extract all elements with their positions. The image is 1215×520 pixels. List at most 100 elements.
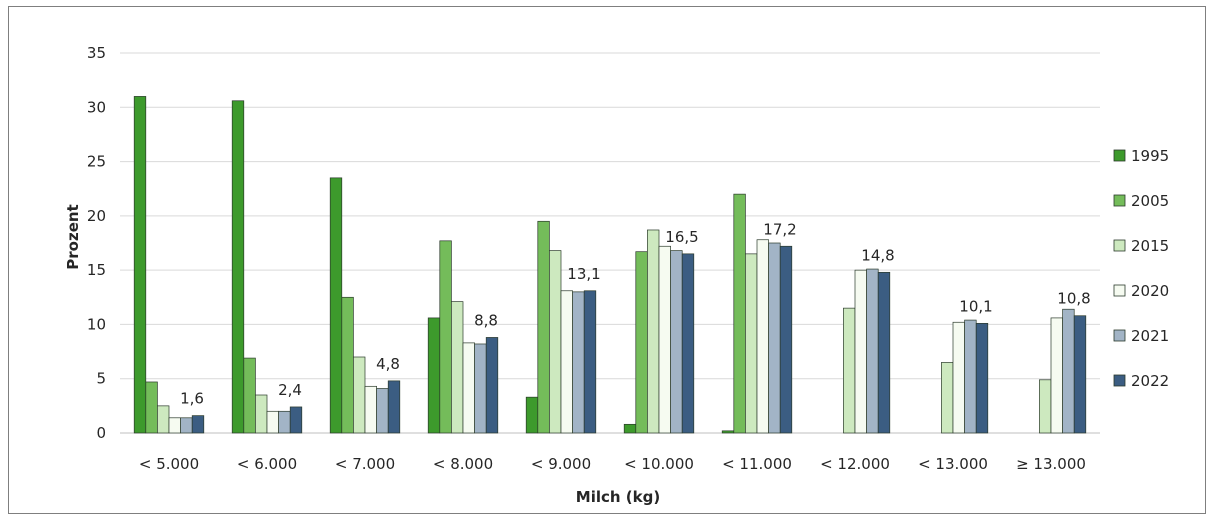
bar-1995-5: [623, 423, 637, 434]
bar-1995-2: [329, 177, 343, 434]
bar-2015-6: [745, 253, 758, 434]
data-label: 4,8: [376, 355, 400, 373]
y-axis-ticks: 0 5 10 15 20 25 30 35: [87, 44, 106, 442]
bar-2022-4: [583, 290, 597, 434]
x-tick-label: ≥ 13.000: [1016, 455, 1086, 473]
x-tick-label: < 13.000: [918, 455, 988, 473]
bar-1995-6: [721, 430, 735, 434]
bar-2022-8: [975, 322, 989, 434]
legend-label: 1995: [1131, 147, 1169, 165]
legend-swatch: [1113, 194, 1126, 207]
bar-2005-1: [243, 357, 256, 434]
x-tick-label: < 11.000: [722, 455, 792, 473]
legend-swatch: [1113, 329, 1126, 342]
bar-2021-0: [180, 417, 193, 434]
legend-label: 2015: [1131, 237, 1169, 255]
bar-2015-4: [549, 250, 562, 434]
y-tick-label: 20: [87, 207, 106, 225]
legend-label: 2020: [1131, 282, 1169, 300]
y-tick-label: 10: [87, 315, 106, 333]
bar-2021-8: [964, 319, 977, 434]
bar-2021-7: [866, 268, 879, 434]
bar-2021-4: [572, 291, 585, 434]
y-tick-label: 25: [87, 153, 106, 171]
bar-2005-4: [537, 220, 550, 434]
bar-2015-7: [843, 307, 856, 434]
data-label: 17,2: [763, 220, 796, 238]
x-tick-label: < 6.000: [237, 455, 297, 473]
bar-1995-3: [427, 317, 441, 434]
bar-2015-8: [941, 362, 954, 434]
bar-2021-5: [670, 250, 683, 434]
x-axis-ticks: < 5.000 < 6.000 < 7.000 < 8.000 < 9.000 < 10.…: [139, 455, 1086, 473]
bar-2020-8: [952, 321, 965, 434]
bar-2005-2: [341, 296, 354, 434]
x-tick-label: < 8.000: [433, 455, 493, 473]
legend-swatch: [1113, 239, 1126, 252]
data-labels: 1,6 2,4 4,8 8,8 13,1 16,5 17,2 14,8 10,1 10,8: [180, 220, 1091, 407]
bar-2021-9: [1062, 308, 1075, 434]
bar-2022-3: [485, 337, 499, 434]
x-axis-title: Milch (kg): [576, 488, 660, 506]
legend-label: 2021: [1131, 327, 1169, 345]
y-tick-label: 35: [87, 44, 106, 62]
chart-frame: [8, 6, 1206, 514]
bar-2005-6: [733, 193, 746, 434]
bar-2021-3: [474, 343, 487, 434]
legend-swatch: [1113, 149, 1126, 162]
data-label: 13,1: [567, 265, 600, 283]
data-label: 16,5: [665, 228, 698, 246]
bar-2015-1: [255, 394, 268, 434]
bar-2020-3: [462, 342, 475, 434]
bar-2020-5: [658, 245, 671, 434]
bar-2005-5: [635, 251, 648, 434]
bar-1995-1: [231, 100, 245, 434]
bar-2005-0: [145, 381, 158, 434]
bar-2020-4: [560, 290, 573, 434]
bar-2022-2: [387, 380, 401, 434]
bar-2021-2: [376, 388, 389, 434]
bar-2015-0: [157, 405, 170, 434]
bar-2021-1: [278, 410, 291, 434]
bar-2015-2: [353, 356, 366, 434]
legend-swatch: [1113, 284, 1126, 297]
bar-2020-1: [266, 410, 279, 434]
bar-2015-3: [451, 301, 464, 434]
data-label: 10,1: [959, 297, 992, 315]
bar-2022-0: [191, 415, 205, 434]
data-label: 14,8: [861, 246, 894, 264]
bar-2022-6: [779, 245, 793, 434]
bars: [133, 96, 1087, 434]
bar-2020-9: [1050, 317, 1063, 434]
bar-2015-5: [647, 229, 660, 434]
data-label: 8,8: [474, 311, 498, 329]
bar-2005-3: [439, 240, 452, 434]
bar-2022-1: [289, 406, 303, 434]
y-tick-label: 5: [96, 370, 106, 388]
y-tick-label: 0: [96, 424, 106, 442]
bar-2022-7: [877, 271, 891, 434]
data-label: 2,4: [278, 381, 302, 399]
y-axis-title: Prozent: [64, 204, 82, 269]
y-tick-label: 30: [87, 98, 106, 116]
x-tick-label: < 7.000: [335, 455, 395, 473]
legend: 1995 2005 2015 2020 2021 2022: [1113, 147, 1169, 390]
data-label: 10,8: [1057, 290, 1090, 308]
bar-2022-9: [1073, 315, 1087, 434]
bar-2020-2: [364, 385, 377, 434]
x-tick-label: < 10.000: [624, 455, 694, 473]
bar-2015-9: [1039, 379, 1052, 434]
y-tick-label: 15: [87, 261, 106, 279]
x-tick-label: < 5.000: [139, 455, 199, 473]
bar-2020-6: [756, 239, 769, 434]
bar-2022-5: [681, 253, 695, 434]
x-tick-label: < 9.000: [531, 455, 591, 473]
bar-2020-7: [854, 269, 867, 434]
legend-swatch: [1113, 374, 1126, 387]
bar-1995-4: [525, 396, 539, 434]
bar-2020-0: [168, 417, 181, 434]
legend-label: 2022: [1131, 372, 1169, 390]
bar-1995-0: [133, 96, 147, 434]
x-tick-label: < 12.000: [820, 455, 890, 473]
